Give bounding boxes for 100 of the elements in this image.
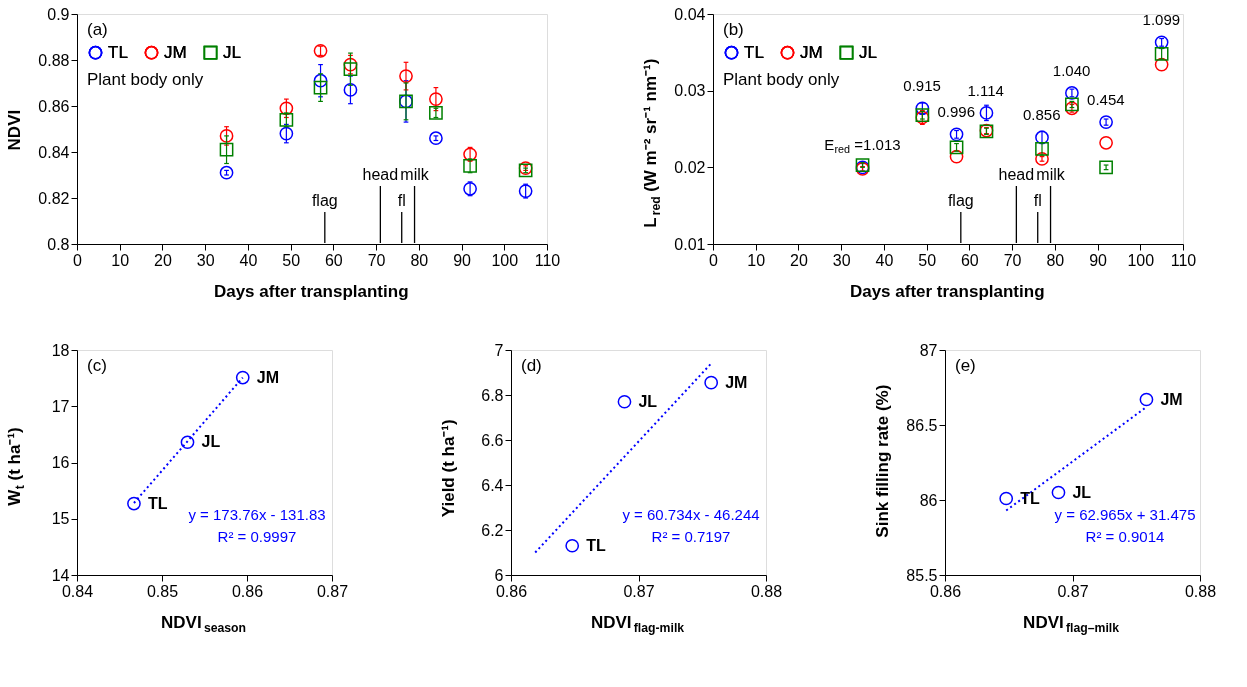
y-tick-label: 16 — [51, 454, 70, 471]
legend-label: JL — [223, 42, 241, 62]
y-tick-label: 0.82 — [38, 189, 70, 207]
x-tick-label: 70 — [1003, 251, 1022, 269]
annotation: 1.040 — [1052, 61, 1091, 79]
y-tick-label: 6 — [494, 566, 504, 584]
y-tick-label: 0.9 — [47, 5, 70, 23]
annotation: (c) — [87, 356, 107, 375]
y-tick-label: 85.5 — [906, 566, 938, 584]
ref-line-label: flag — [947, 192, 974, 209]
legend-label: JL — [859, 42, 877, 62]
annotation: y = 60.734x - 46.244 — [622, 506, 760, 523]
annotation: JL — [638, 392, 658, 410]
x-axis-title: Days after transplanting — [213, 282, 409, 301]
annotation: R² = 0.9997 — [217, 528, 297, 545]
x-tick-label: 70 — [367, 251, 386, 269]
x-tick-label: 110 — [534, 251, 561, 269]
x-tick-label: 0.88 — [1184, 582, 1217, 600]
ref-line-label: milk — [1036, 166, 1066, 183]
y-tick-label: 0.86 — [38, 97, 70, 115]
annotation: (e) — [955, 356, 976, 375]
annotation: (b) — [723, 20, 744, 39]
y-axis-title: Yield (t ha⁻¹) — [439, 419, 458, 518]
annotation: JM — [1160, 390, 1183, 408]
x-tick-label: 0.86 — [231, 582, 264, 600]
x-tick-label: 0 — [709, 251, 719, 269]
legend-label: JM — [800, 42, 823, 62]
y-tick-label: 0.02 — [674, 158, 706, 176]
legend-label: TL — [744, 42, 764, 62]
annotation: 1.099 — [1142, 11, 1181, 29]
x-tick-label: 100 — [491, 251, 519, 269]
y-axis-title: Wt (t ha⁻¹) — [5, 427, 27, 506]
x-tick-label: 80 — [410, 251, 429, 269]
annotation: Plant body only — [87, 70, 204, 89]
x-tick-label: 0.85 — [146, 582, 179, 600]
y-tick-label: 6.8 — [481, 386, 504, 404]
y-tick-label: 0.84 — [38, 143, 70, 161]
y-axis-title: NDVI — [5, 109, 24, 151]
x-tick-label: 0.87 — [1057, 582, 1089, 600]
annotation: y = 62.965x + 31.475 — [1054, 506, 1196, 523]
annotation: R² = 0.9014 — [1085, 528, 1165, 545]
ref-line-label: head — [362, 166, 399, 183]
annotation: 0.915 — [903, 77, 941, 95]
x-tick-label: 40 — [875, 251, 894, 269]
annotation: 0.454 — [1087, 91, 1125, 109]
annotation: JL — [1072, 483, 1092, 501]
y-tick-label: 6.2 — [481, 521, 504, 539]
x-tick-label: 0.87 — [316, 582, 349, 600]
x-tick-label: 110 — [1170, 251, 1197, 269]
y-axis-title: Lred (W m⁻² sr⁻¹ nm⁻¹) — [641, 58, 663, 228]
y-tick-label: 17 — [51, 397, 70, 415]
y-tick-label: 0.8 — [47, 235, 70, 253]
y-tick-label: 6.4 — [481, 476, 504, 494]
annotation: 0.996 — [937, 103, 976, 121]
ref-line-label: fl — [397, 192, 406, 209]
x-tick-label: 10 — [747, 251, 766, 269]
annotation: R² = 0.7197 — [651, 528, 731, 545]
y-tick-label: 14 — [51, 566, 70, 584]
legend-label: JM — [164, 42, 187, 62]
annotation: (a) — [87, 20, 108, 39]
y-tick-label: 15 — [51, 510, 70, 528]
annotation: JM — [256, 368, 279, 386]
y-axis-title: Sink filling rate (%) — [873, 384, 892, 538]
y-tick-label: 86 — [919, 491, 938, 509]
annotation: 1.114 — [967, 81, 1004, 99]
y-tick-label: 6.6 — [481, 431, 504, 449]
annotation: TL — [586, 536, 606, 554]
annotation: y = 173.76x - 131.83 — [188, 506, 326, 523]
annotation: TL — [147, 494, 168, 512]
legend-label: TL — [108, 42, 128, 62]
annotation: (d) — [521, 356, 542, 375]
x-tick-label: 40 — [239, 251, 258, 269]
annotation: 0.856 — [1022, 106, 1061, 124]
y-tick-label: 0.04 — [674, 5, 706, 23]
ref-line-label: milk — [400, 166, 430, 183]
y-tick-label: 18 — [51, 341, 70, 359]
y-tick-label: 7 — [494, 341, 504, 359]
annotation: TL — [1020, 489, 1040, 507]
ref-line-label: head — [998, 166, 1035, 183]
x-axis-title: Days after transplanting — [849, 282, 1045, 301]
ref-line-label: flag — [311, 192, 338, 209]
x-tick-label: 50 — [282, 251, 301, 269]
x-tick-label: 90 — [1089, 251, 1108, 269]
y-tick-label: 86.5 — [906, 416, 938, 434]
x-tick-label: 0 — [73, 251, 83, 269]
x-tick-label: 60 — [324, 251, 343, 269]
y-tick-label: 0.01 — [674, 235, 706, 253]
ref-line-label: fl — [1033, 192, 1042, 209]
x-tick-label: 30 — [196, 251, 215, 269]
x-tick-label: 30 — [832, 251, 851, 269]
x-tick-label: 20 — [790, 251, 808, 269]
x-tick-label: 50 — [918, 251, 937, 269]
annotation: JM — [725, 373, 748, 391]
x-tick-label: 80 — [1046, 251, 1065, 269]
x-tick-label: 0.87 — [623, 582, 655, 600]
annotation: JL — [201, 433, 221, 451]
y-tick-label: 0.88 — [38, 51, 70, 69]
x-tick-label: 90 — [453, 251, 472, 269]
x-tick-label: 60 — [960, 251, 979, 269]
y-tick-label: 0.03 — [674, 82, 706, 100]
